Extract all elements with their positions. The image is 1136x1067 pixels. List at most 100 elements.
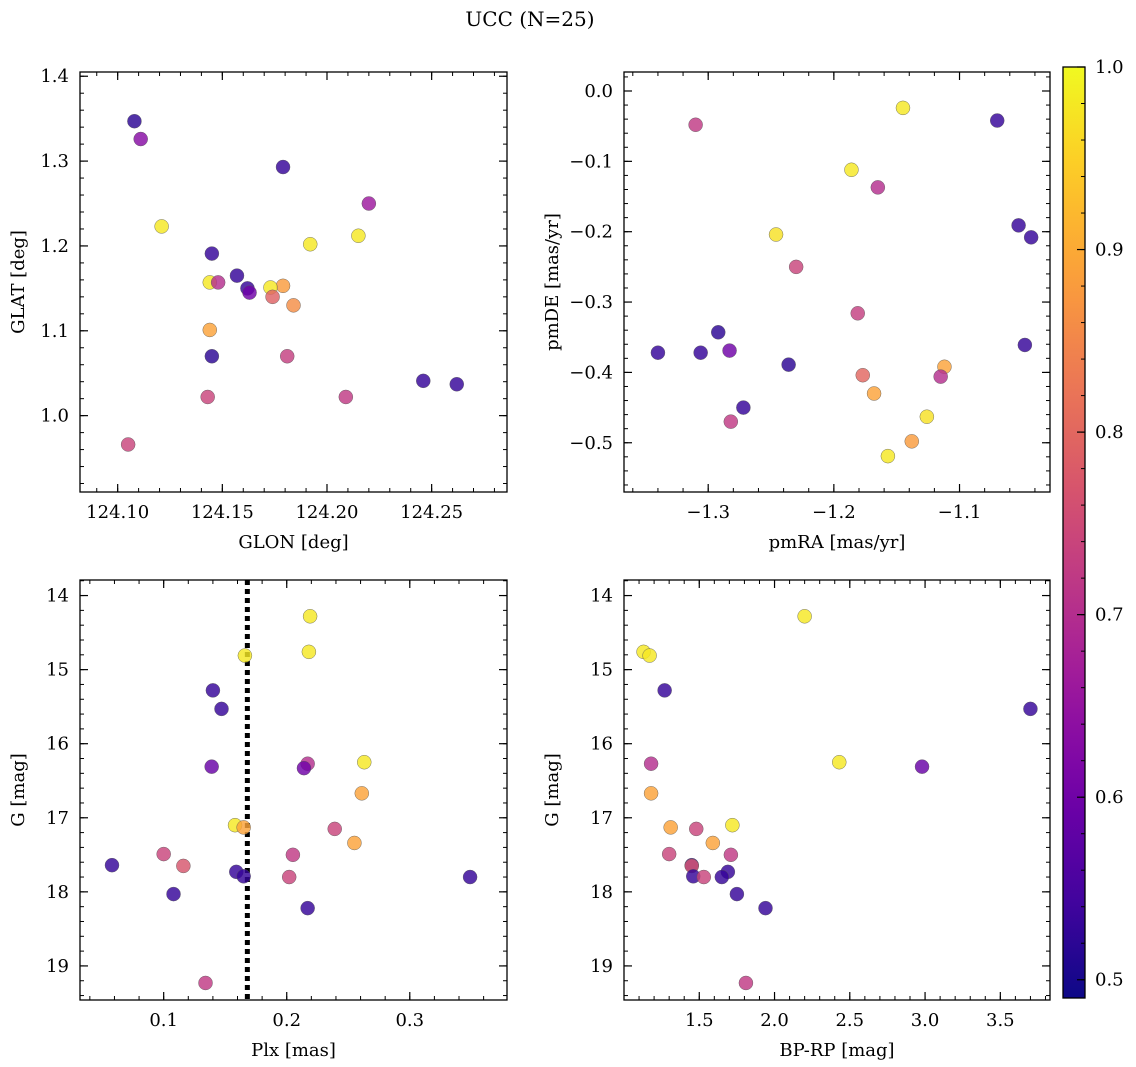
y-tick-label: 18 (590, 882, 613, 903)
y-tick-label: 0.0 (584, 81, 613, 102)
colorbar-tick-label: 0.5 (1095, 970, 1124, 991)
x-axis-label: BP-RP [mag] (779, 1040, 894, 1061)
scatter-point (904, 434, 919, 449)
colorbar-tick-label: 1.0 (1095, 57, 1124, 78)
scatter-point (281, 869, 297, 885)
x-tick-label: −1.1 (938, 502, 982, 523)
scatter-point (723, 414, 739, 429)
scatter-point (729, 886, 745, 902)
y-tick-label: 1.1 (40, 321, 69, 342)
scatter-point (302, 609, 318, 624)
scatter-point (696, 869, 711, 885)
y-tick-label: −0.4 (569, 362, 613, 383)
scatter-point (154, 219, 169, 234)
scatter-point (236, 820, 251, 835)
y-tick-label: 1.0 (40, 406, 69, 427)
x-tick-label: 124.15 (191, 502, 254, 523)
colorbar-tick-label: 0.7 (1095, 605, 1124, 626)
scatter-point (357, 755, 372, 770)
scatter-point (296, 760, 312, 776)
x-tick-label: −1.2 (812, 502, 856, 523)
scatter-point (990, 113, 1005, 128)
y-tick-label: 17 (46, 808, 69, 829)
scatter-point (844, 162, 859, 177)
x-axis-label: GLON [deg] (238, 532, 348, 553)
scatter-point (738, 975, 754, 991)
scatter-point (850, 306, 865, 321)
x-axis-label: Plx [mas] (251, 1040, 336, 1061)
x-tick-label: −1.3 (686, 502, 730, 523)
y-tick-label: 15 (590, 660, 613, 681)
x-tick-label: 0.2 (272, 1010, 301, 1031)
scatter-point (1017, 337, 1033, 353)
scatter-point (832, 755, 847, 770)
scatter-point (202, 322, 217, 338)
scatter-point (711, 325, 726, 340)
scatter-point (768, 227, 784, 242)
scatter-point (104, 857, 120, 873)
colorbar-gradient (1063, 67, 1085, 998)
y-tick-label: 1.2 (40, 236, 69, 257)
x-tick-label: 2.5 (835, 1010, 864, 1031)
scatter-point (275, 159, 291, 175)
scatter-point (657, 683, 672, 698)
scatter-point (723, 847, 739, 863)
axes-frame (79, 71, 508, 493)
scatter-point (120, 437, 136, 452)
scatter-point (643, 786, 659, 801)
scatter-point (725, 817, 740, 833)
scatter-point (286, 298, 301, 313)
scatter-point (714, 869, 730, 885)
y-axis-label: G [mag] (8, 753, 29, 826)
scatter-point (1011, 218, 1026, 233)
scatter-point (688, 117, 703, 132)
x-tick-label: 124.20 (295, 502, 358, 523)
x-tick-label: 2.0 (760, 1010, 789, 1031)
scatter-point (361, 196, 377, 211)
scatter-point (797, 609, 812, 624)
panel-bprp-g: 1.5 2.0 2.5 3.0 3.5 14 15 16 17 18 19 BP-RP [mag] G … (542, 579, 1051, 1061)
x-tick-label: 0.1 (149, 1010, 178, 1031)
scatter-point (1023, 230, 1039, 245)
scatter-point (205, 683, 221, 698)
scatter-point (236, 869, 251, 884)
scatter-point (133, 131, 148, 147)
y-tick-label: 16 (590, 734, 613, 755)
scatter-point (788, 259, 804, 275)
scatter-point (663, 820, 678, 835)
y-tick-label: 1.3 (40, 151, 69, 172)
x-tick-label: 1.5 (685, 1010, 714, 1031)
x-tick-label: 124.10 (86, 502, 149, 523)
scatter-point (661, 846, 677, 862)
scatter-point (781, 357, 796, 372)
scatter-point (689, 821, 704, 837)
scatter-point (338, 389, 354, 405)
scatter-point (643, 756, 659, 771)
y-axis-label: pmDE [mas/yr] (542, 213, 563, 351)
scatter-point (351, 228, 366, 243)
colorbar: 0.5 0.6 0.7 0.8 0.9 1.0 (1062, 57, 1124, 999)
y-tick-label: 14 (46, 586, 69, 607)
scatter-point (722, 343, 737, 358)
x-axis-label: pmRA [mas/yr] (769, 532, 906, 553)
scatter-point (265, 289, 280, 305)
scatter-point (354, 786, 369, 801)
scatter-point (242, 285, 257, 300)
scatter-point (176, 858, 191, 874)
scatter-point (237, 648, 253, 663)
scatter-point (870, 180, 886, 195)
scatter-point (166, 886, 181, 902)
axes-frame (623, 71, 1051, 493)
y-tick-label: 15 (46, 660, 69, 681)
scatter-point (758, 900, 773, 916)
y-tick-label: 19 (46, 956, 69, 977)
axes-frame (623, 579, 1051, 1001)
y-axis-label: GLAT [deg] (8, 230, 29, 334)
y-tick-label: 1.4 (40, 66, 69, 87)
panel-pmra-pmde: −1.3 −1.2 −1.1 0.0 −0.1 −0.2 −0.3 −0.4 −0.5 pmRA … (542, 71, 1051, 553)
scatter-point (347, 835, 362, 851)
x-tick-label: 3.0 (911, 1010, 940, 1031)
y-tick-label: 16 (46, 734, 69, 755)
x-tick-label: 0.3 (395, 1010, 424, 1031)
scatter-point (866, 386, 882, 401)
